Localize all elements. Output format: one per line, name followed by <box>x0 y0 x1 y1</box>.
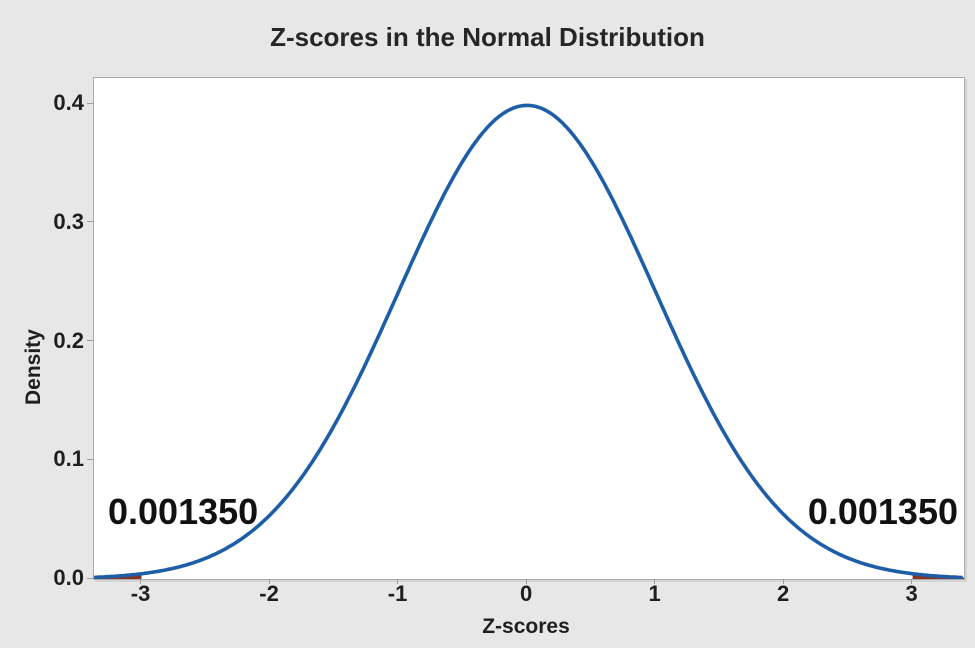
x-tick-label: -2 <box>259 581 279 606</box>
x-tick-mark <box>397 579 399 584</box>
x-tick-mark <box>782 579 784 584</box>
normal-curve <box>94 103 964 579</box>
x-tick-label: 2 <box>776 581 790 606</box>
y-tick-label: 0.3 <box>53 208 84 234</box>
y-tick-mark <box>87 102 93 104</box>
density-curve-line <box>94 103 963 579</box>
x-tick-label: -1 <box>387 581 408 606</box>
right-tail-annotation: 0.001350 <box>807 491 958 532</box>
plot-area: 0.001350 0.001350 <box>93 77 965 580</box>
x-tick-label: -3 <box>130 581 151 606</box>
left-tail-annotation: 0.001350 <box>108 491 259 532</box>
x-tick-mark <box>654 579 656 584</box>
x-tick-label: 0 <box>519 581 533 606</box>
x-tick-mark <box>525 579 527 584</box>
x-tick-label: 3 <box>905 581 918 606</box>
y-tick-label: 0.2 <box>53 327 84 353</box>
y-tick-mark <box>87 458 93 460</box>
y-tick-label: 0.1 <box>53 446 84 472</box>
x-tick-label: 1 <box>648 581 661 606</box>
y-tick-label: 0.0 <box>53 565 84 590</box>
chart-title: Z-scores in the Normal Distribution <box>270 22 705 52</box>
y-tick-mark <box>87 221 93 223</box>
y-tick-mark <box>87 577 93 579</box>
x-tick-mark <box>140 579 142 584</box>
y-tick-mark <box>87 340 93 342</box>
x-axis-label: Z-scores <box>482 615 570 638</box>
x-tick-mark <box>268 579 270 584</box>
x-tick-mark <box>911 579 913 584</box>
y-tick-label: 0.4 <box>53 90 84 116</box>
